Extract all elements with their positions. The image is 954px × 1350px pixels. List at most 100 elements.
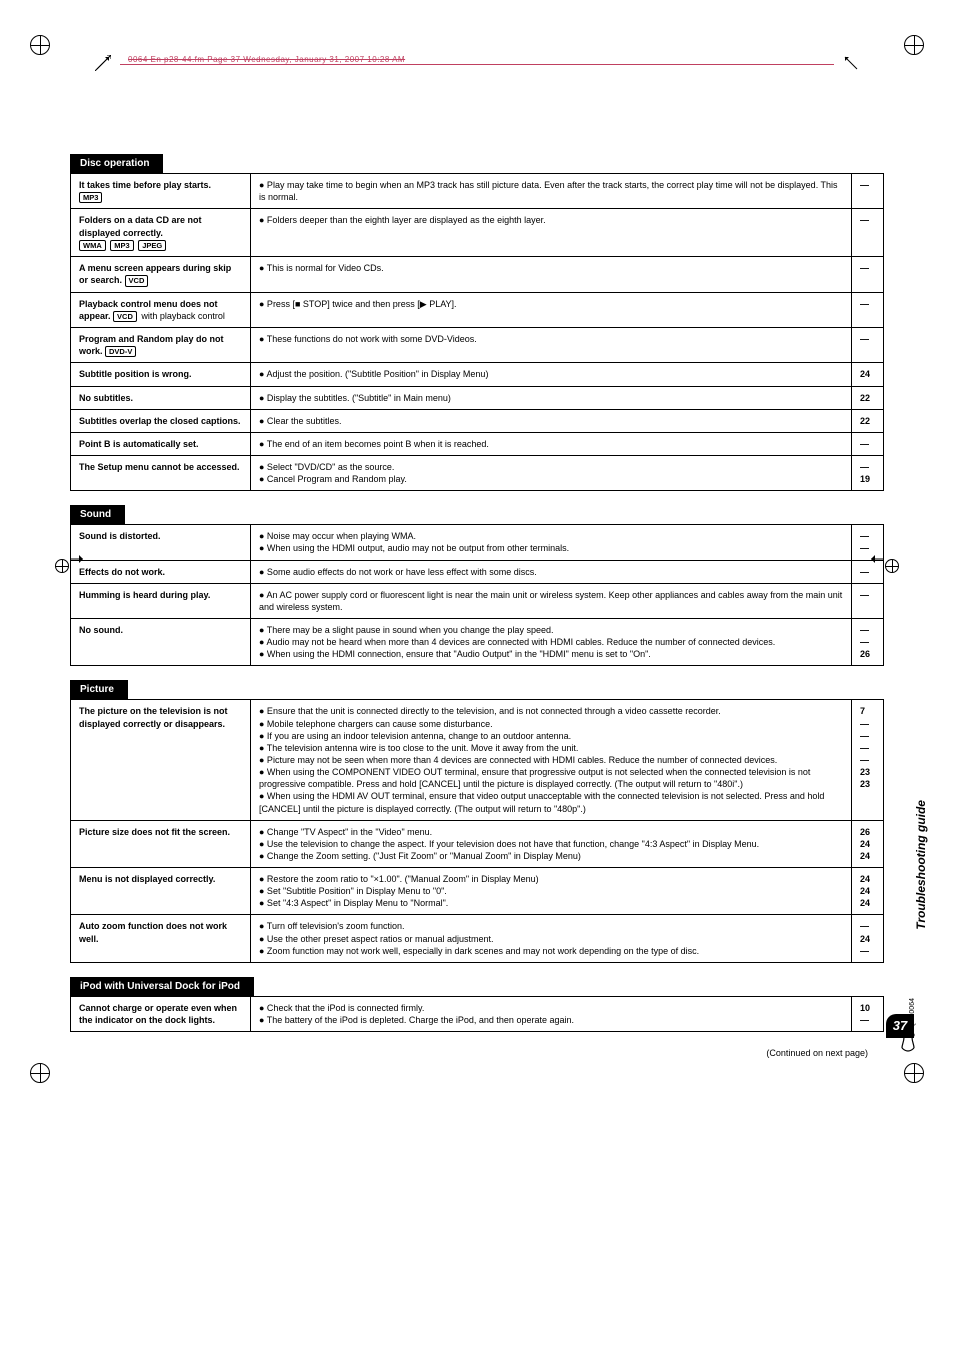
cause-line: ● This is normal for Video CDs.	[259, 262, 843, 274]
cause-cell: ● The end of an item becomes point B whe…	[251, 432, 852, 455]
table-row: The Setup menu cannot be accessed.● Sele…	[71, 455, 884, 490]
reference-cell: —	[852, 583, 884, 618]
reference-value: —	[860, 754, 875, 766]
cause-cell: ● Folders deeper than the eighth layer a…	[251, 209, 852, 257]
reference-value: —	[860, 945, 875, 957]
cause-cell: ● Display the subtitles. ("Subtitle" in …	[251, 386, 852, 409]
reference-value: 24	[860, 885, 875, 897]
reference-value: 24	[860, 850, 875, 862]
reference-value: —	[860, 718, 875, 730]
problem-cell: Humming is heard during play.	[71, 583, 251, 618]
reference-value: —	[860, 333, 875, 345]
cause-line: ● There may be a slight pause in sound w…	[259, 624, 843, 636]
reference-cell: —	[852, 327, 884, 362]
registration-mark	[55, 559, 69, 573]
troubleshooting-table: Cannot charge or operate even when the i…	[70, 996, 884, 1032]
cause-cell: ● Restore the zoom ratio to "×1.00". ("M…	[251, 868, 852, 915]
reference-value: 24	[860, 873, 875, 885]
reference-cell: 262424	[852, 820, 884, 867]
crop-arrow-icon	[95, 55, 111, 71]
continued-note: (Continued on next page)	[70, 1048, 884, 1058]
reference-cell: 7————2323	[852, 700, 884, 820]
table-row: Auto zoom function does not work well.● …	[71, 915, 884, 962]
reference-cell: —	[852, 257, 884, 292]
reference-value: —	[860, 742, 875, 754]
reference-value: —	[860, 566, 875, 578]
reference-cell: 10—	[852, 996, 884, 1031]
reference-cell: —	[852, 174, 884, 209]
reference-cell: 22	[852, 409, 884, 432]
cause-cell: ● Press [■ STOP] twice and then press [▶…	[251, 292, 852, 327]
cause-cell: ● These functions do not work with some …	[251, 327, 852, 362]
cause-line: ● Use the other preset aspect ratios or …	[259, 933, 843, 945]
table-row: Cannot charge or operate even when the i…	[71, 996, 884, 1031]
cause-cell: ● Turn off television's zoom function.● …	[251, 915, 852, 962]
reference-cell: —24—	[852, 915, 884, 962]
cause-line: ● Cancel Program and Random play.	[259, 473, 843, 485]
problem-cell: Menu is not displayed correctly.	[71, 868, 251, 915]
section-heading: Disc operation	[70, 154, 163, 173]
table-row: Point B is automatically set. ● The end o…	[71, 432, 884, 455]
cause-line: ● These functions do not work with some …	[259, 333, 843, 345]
cause-line: ● When using the HDMI AV OUT terminal, e…	[259, 790, 843, 814]
cause-line: ● Zoom function may not work well, espec…	[259, 945, 843, 957]
reference-value: 23	[860, 778, 875, 790]
section-heading: Sound	[70, 505, 125, 524]
reference-value: 23	[860, 766, 875, 778]
cause-line: ● Check that the iPod is connected firml…	[259, 1002, 843, 1014]
cause-line: ● When using the HDMI connection, ensure…	[259, 648, 843, 660]
crop-arrow-icon	[869, 551, 885, 567]
cause-line: ● Some audio effects do not work or have…	[259, 566, 843, 578]
reference-value: —	[860, 461, 875, 473]
problem-cell: The picture on the television is not dis…	[71, 700, 251, 820]
cause-line: ● Audio may not be heard when more than …	[259, 636, 843, 648]
cause-line: ● Set "4:3 Aspect" in Display Menu to "N…	[259, 897, 843, 909]
cause-line: ● When using the HDMI output, audio may …	[259, 542, 843, 554]
problem-cell: Picture size does not fit the screen.	[71, 820, 251, 867]
problem-cell: Playback control menu does not appear. V…	[71, 292, 251, 327]
reference-cell: —19	[852, 455, 884, 490]
page-number: 37	[886, 1014, 914, 1038]
reference-cell: 242424	[852, 868, 884, 915]
cause-cell: ● Some audio effects do not work or have…	[251, 560, 852, 583]
reference-cell: —	[852, 432, 884, 455]
cause-line: ● Adjust the position. ("Subtitle Positi…	[259, 368, 843, 380]
section-heading: Picture	[70, 680, 128, 699]
problem-cell: Sound is distorted.	[71, 525, 251, 560]
problem-cell: A menu screen appears during skip or sea…	[71, 257, 251, 292]
reference-value: 24	[860, 368, 875, 380]
reference-value: —	[860, 298, 875, 310]
table-row: Subtitles overlap the closed captions.● …	[71, 409, 884, 432]
crop-arrow-icon	[69, 551, 85, 567]
table-row: Subtitle position is wrong.● Adjust the …	[71, 363, 884, 386]
cause-line: ● The battery of the iPod is depleted. C…	[259, 1014, 843, 1026]
table-row: No sound.● There may be a slight pause i…	[71, 618, 884, 665]
cause-line: ● The television antenna wire is too clo…	[259, 742, 843, 754]
reference-value: —	[860, 589, 875, 601]
troubleshooting-table: Sound is distorted.● Noise may occur whe…	[70, 524, 884, 666]
problem-cell: The Setup menu cannot be accessed.	[71, 455, 251, 490]
cause-line: ● Set "Subtitle Position" in Display Men…	[259, 885, 843, 897]
reference-value: 22	[860, 392, 875, 404]
problem-cell: It takes time before play starts.MP3	[71, 174, 251, 209]
cause-line: ● Change "TV Aspect" in the "Video" menu…	[259, 826, 843, 838]
cause-cell: ● This is normal for Video CDs.	[251, 257, 852, 292]
cause-line: ● Clear the subtitles.	[259, 415, 843, 427]
cause-line: ● Play may take time to begin when an MP…	[259, 179, 843, 203]
table-row: Effects do not work.● Some audio effects…	[71, 560, 884, 583]
reference-cell: 22	[852, 386, 884, 409]
reference-value: 26	[860, 648, 875, 660]
registration-mark	[30, 1063, 50, 1083]
section-heading: iPod with Universal Dock for iPod	[70, 977, 254, 996]
cause-line: ● If you are using an indoor television …	[259, 730, 843, 742]
table-row: Sound is distorted.● Noise may occur whe…	[71, 525, 884, 560]
registration-mark	[904, 35, 924, 55]
table-row: A menu screen appears during skip or sea…	[71, 257, 884, 292]
cause-cell: ● Ensure that the unit is connected dire…	[251, 700, 852, 820]
problem-cell: Point B is automatically set.	[71, 432, 251, 455]
problem-cell: Auto zoom function does not work well.	[71, 915, 251, 962]
reference-value: 26	[860, 826, 875, 838]
cause-cell: ● Noise may occur when playing WMA.● Whe…	[251, 525, 852, 560]
cause-line: ● The end of an item becomes point B whe…	[259, 438, 843, 450]
cause-line: ● Change the Zoom setting. ("Just Fit Zo…	[259, 850, 843, 862]
